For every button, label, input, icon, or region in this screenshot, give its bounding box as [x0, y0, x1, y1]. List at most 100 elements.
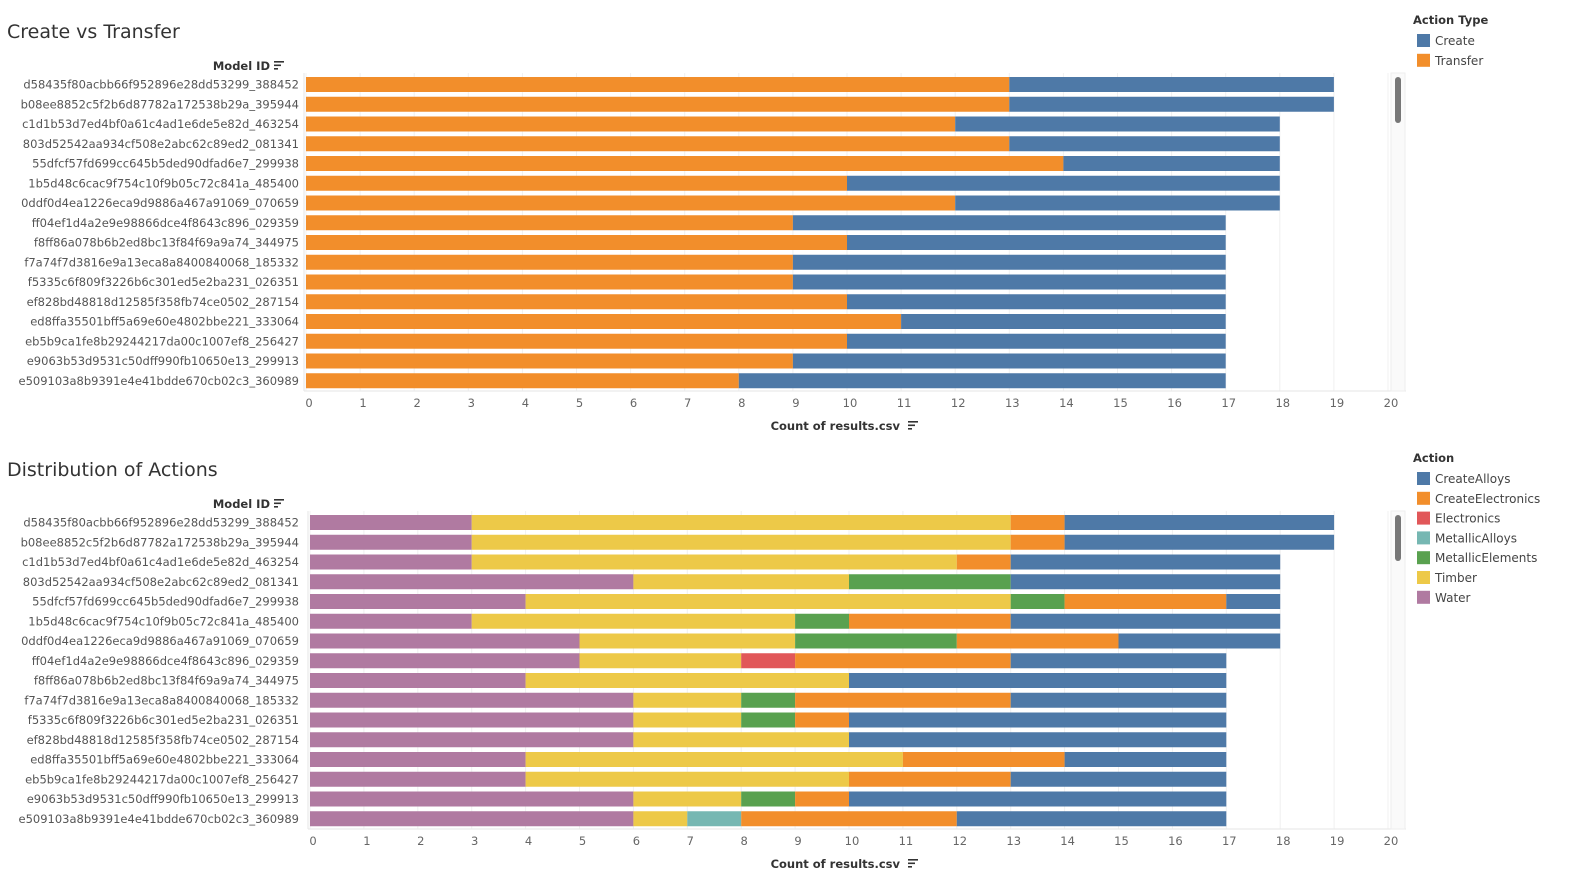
bar-segment-timber[interactable]: [525, 594, 1011, 609]
bar-segment-electronics[interactable]: [741, 653, 796, 669]
legend-item-metallicelements[interactable]: MetallicElements: [1417, 551, 1537, 565]
bar-segment-createalloys[interactable]: [849, 732, 1227, 748]
bar-segment-timber[interactable]: [633, 732, 849, 748]
scrollbar-thumb[interactable]: [1395, 77, 1401, 123]
bar-segment-createalloys[interactable]: [1010, 554, 1281, 570]
bar-segment-timber[interactable]: [525, 752, 903, 767]
bar-segment-timber[interactable]: [579, 633, 796, 649]
bar-segment-transfer[interactable]: [306, 175, 847, 191]
bar-segment-transfer[interactable]: [306, 235, 847, 250]
bar-segment-create[interactable]: [792, 353, 1226, 369]
bar-segment-createelectronics[interactable]: [795, 653, 1011, 669]
bar-segment-water[interactable]: [310, 712, 634, 728]
bar-segment-createalloys[interactable]: [1064, 515, 1335, 530]
legend-item-metallicalloys[interactable]: MetallicAlloys: [1417, 531, 1517, 545]
bar-segment-water[interactable]: [310, 515, 472, 530]
bar-segment-create[interactable]: [738, 373, 1226, 389]
bar-segment-water[interactable]: [310, 574, 634, 590]
bar-segment-create[interactable]: [1009, 96, 1334, 112]
bar-segment-create[interactable]: [792, 254, 1226, 270]
bar-segment-transfer[interactable]: [306, 274, 793, 290]
bar-segment-createelectronics[interactable]: [795, 692, 1011, 708]
bar-segment-createalloys[interactable]: [1010, 692, 1227, 708]
scrollbar-track[interactable]: [1390, 72, 1406, 392]
legend-item-create[interactable]: Create: [1417, 34, 1475, 48]
bar-segment-timber[interactable]: [579, 653, 742, 669]
bar-segment-create[interactable]: [1063, 156, 1280, 171]
bar-segment-transfer[interactable]: [306, 314, 902, 329]
bar-segment-transfer[interactable]: [306, 294, 847, 310]
bar-segment-timber[interactable]: [471, 515, 1011, 530]
bar-segment-timber[interactable]: [633, 574, 849, 590]
bar-segment-transfer[interactable]: [306, 353, 793, 369]
sort-model-id-icon[interactable]: [274, 499, 284, 508]
y-axis-header[interactable]: Model ID: [213, 59, 270, 73]
bar-segment-create[interactable]: [1009, 136, 1280, 152]
bar-segment-water[interactable]: [310, 554, 472, 570]
bar-segment-metallicelements[interactable]: [741, 791, 796, 807]
bar-segment-createalloys[interactable]: [1010, 771, 1227, 787]
bar-segment-createelectronics[interactable]: [1010, 515, 1065, 530]
bar-segment-metallicelements[interactable]: [1010, 594, 1065, 609]
bar-segment-timber[interactable]: [525, 673, 849, 688]
bar-segment-water[interactable]: [310, 732, 634, 748]
bar-segment-createelectronics[interactable]: [902, 752, 1065, 767]
bar-segment-create[interactable]: [792, 274, 1226, 290]
bar-segment-water[interactable]: [310, 613, 472, 629]
sort-count-icon[interactable]: [908, 421, 918, 430]
bar-segment-timber[interactable]: [633, 811, 688, 827]
bar-segment-transfer[interactable]: [306, 215, 793, 231]
bar-segment-metallicelements[interactable]: [795, 613, 849, 629]
bar-segment-transfer[interactable]: [306, 77, 1010, 92]
bar-segment-create[interactable]: [1009, 77, 1334, 92]
bar-segment-transfer[interactable]: [306, 373, 739, 389]
bar-segment-createalloys[interactable]: [1118, 633, 1281, 649]
bar-segment-createelectronics[interactable]: [956, 554, 1011, 570]
legend-item-timber[interactable]: Timber: [1417, 571, 1477, 585]
scrollbar-track[interactable]: [1390, 510, 1406, 830]
bar-segment-create[interactable]: [847, 333, 1226, 349]
legend-item-transfer[interactable]: Transfer: [1417, 53, 1483, 68]
bar-segment-water[interactable]: [310, 752, 526, 767]
bar-segment-timber[interactable]: [525, 771, 849, 787]
bar-segment-timber[interactable]: [633, 712, 742, 728]
bar-segment-timber[interactable]: [471, 613, 796, 629]
scrollbar-thumb[interactable]: [1395, 515, 1401, 561]
bar-segment-metallicelements[interactable]: [795, 633, 957, 649]
bar-segment-createalloys[interactable]: [849, 712, 1227, 728]
bar-segment-transfer[interactable]: [306, 156, 1064, 171]
bar-segment-water[interactable]: [310, 633, 580, 649]
bar-segment-water[interactable]: [310, 673, 526, 688]
bar-segment-transfer[interactable]: [306, 116, 956, 132]
bar-segment-metallicalloys[interactable]: [687, 811, 742, 827]
bar-segment-createelectronics[interactable]: [795, 791, 849, 807]
bar-segment-createelectronics[interactable]: [849, 771, 1011, 787]
bar-segment-water[interactable]: [310, 791, 634, 807]
bar-segment-createalloys[interactable]: [849, 673, 1227, 688]
bar-segment-timber[interactable]: [633, 692, 742, 708]
legend-item-electronics[interactable]: Electronics: [1417, 512, 1500, 526]
bar-segment-metallicelements[interactable]: [849, 574, 1011, 590]
bar-segment-timber[interactable]: [471, 554, 957, 570]
bar-segment-createalloys[interactable]: [1064, 752, 1227, 767]
sort-count-icon[interactable]: [908, 859, 918, 868]
bar-segment-create[interactable]: [847, 294, 1226, 310]
bar-segment-metallicelements[interactable]: [741, 712, 796, 728]
bar-segment-createelectronics[interactable]: [849, 613, 1011, 629]
bar-segment-water[interactable]: [310, 692, 634, 708]
bar-segment-createalloys[interactable]: [1064, 534, 1335, 550]
bar-segment-transfer[interactable]: [306, 254, 793, 270]
bar-segment-createelectronics[interactable]: [1064, 594, 1227, 609]
sort-model-id-icon[interactable]: [274, 61, 284, 70]
bar-segment-create[interactable]: [955, 116, 1280, 132]
legend-item-water[interactable]: Water: [1417, 590, 1471, 605]
bar-segment-create[interactable]: [901, 314, 1226, 329]
bar-segment-metallicelements[interactable]: [741, 692, 796, 708]
bar-segment-transfer[interactable]: [306, 96, 1010, 112]
bar-segment-createelectronics[interactable]: [741, 811, 957, 827]
bar-segment-water[interactable]: [310, 653, 580, 669]
bar-segment-createalloys[interactable]: [1010, 613, 1281, 629]
bar-segment-timber[interactable]: [471, 534, 1011, 550]
bar-segment-transfer[interactable]: [306, 333, 847, 349]
bar-segment-water[interactable]: [310, 771, 526, 787]
